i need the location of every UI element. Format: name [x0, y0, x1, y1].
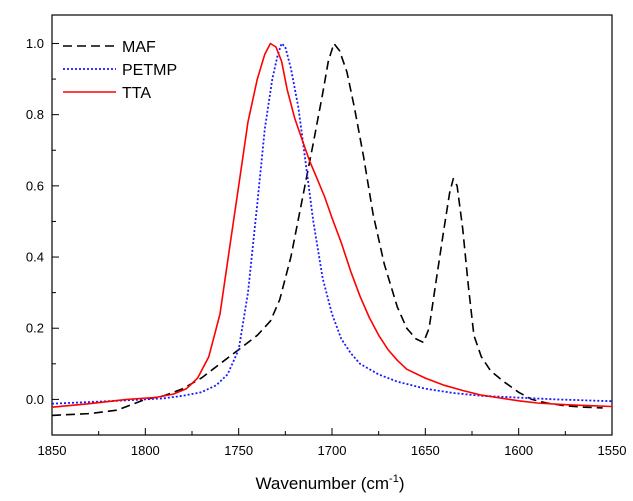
y-tick-label: 0.2	[26, 321, 44, 336]
x-tick-label: 1550	[598, 443, 627, 458]
x-tick-label: 1800	[131, 443, 160, 458]
legend-label-petmp: PETMP	[122, 62, 177, 79]
series-layer	[51, 42, 613, 417]
y-axis-ticks: 0.0 0.2 0.4 0.6 0.8 1.0	[26, 36, 59, 436]
legend-label-maf: MAF	[122, 39, 156, 56]
x-axis-title: Wavenumber (cm-1)	[256, 473, 405, 493]
y-tick-label: 0.6	[26, 178, 44, 193]
x-tick-label: 1750	[224, 443, 253, 458]
y-tick-label: 0.4	[26, 250, 44, 265]
x-tick-label: 1650	[411, 443, 440, 458]
series-line-maf	[51, 42, 603, 417]
y-tick-label: 1.0	[26, 36, 44, 51]
legend: MAF PETMP TTA	[63, 39, 177, 102]
legend-label-tta: TTA	[122, 85, 151, 102]
x-axis-ticks: 1850 1800 1750 1700 1650 1600 1550	[38, 428, 627, 458]
x-tick-label: 1700	[318, 443, 347, 458]
y-tick-label: 0.0	[26, 392, 44, 407]
y-tick-label: 0.8	[26, 107, 44, 122]
series-line-petmp	[51, 42, 613, 405]
x-tick-label: 1850	[38, 443, 67, 458]
x-tick-label: 1600	[504, 443, 533, 458]
series-line-tta	[51, 42, 613, 408]
